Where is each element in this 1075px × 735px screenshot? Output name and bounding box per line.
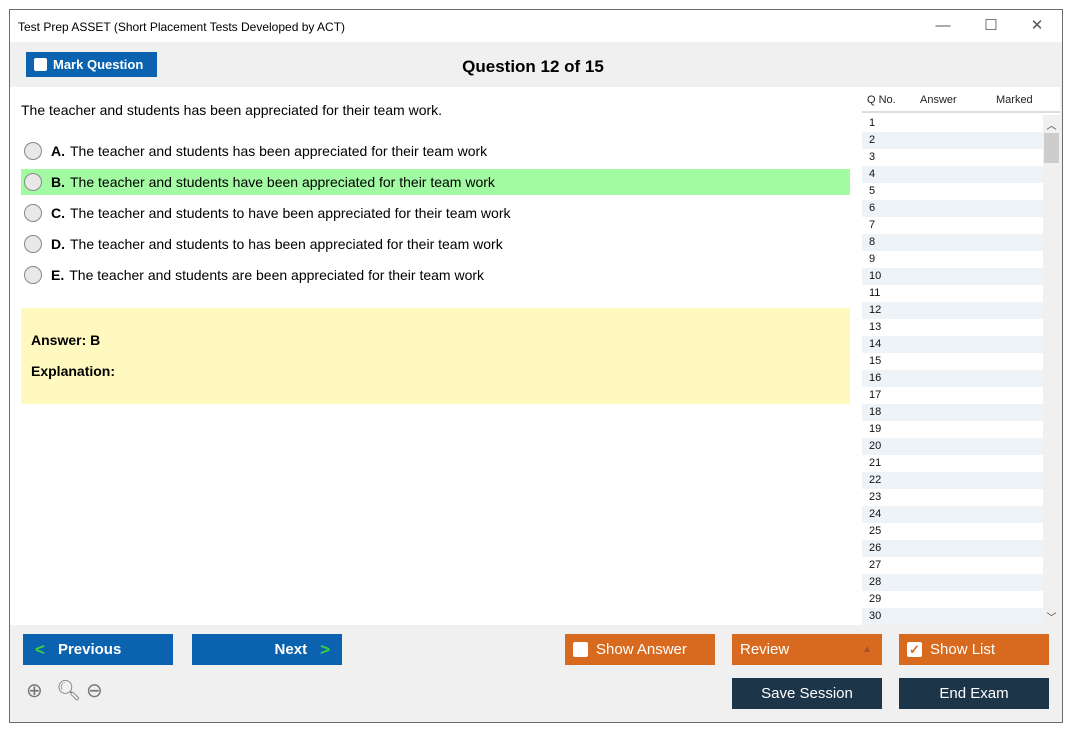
mark-question-button[interactable]: Mark Question: [26, 52, 157, 77]
answer-box: Answer: B Explanation:: [21, 308, 850, 404]
radio-button[interactable]: [24, 173, 42, 191]
question-text: The teacher and students has been apprec…: [21, 102, 443, 118]
column-answer[interactable]: Answer: [920, 94, 957, 106]
question-panel: The teacher and students has been apprec…: [10, 87, 862, 625]
list-row[interactable]: 23: [869, 491, 882, 503]
option-text: The teacher and students to have been ap…: [70, 205, 511, 221]
radio-button[interactable]: [24, 235, 42, 253]
title-bar: Test Prep ASSET (Short Placement Tests D…: [10, 10, 1062, 42]
chevron-left-icon: <: [35, 639, 45, 659]
maximize-button[interactable]: ☐: [984, 17, 998, 34]
window-title: Test Prep ASSET (Short Placement Tests D…: [18, 20, 346, 34]
chevron-right-icon: >: [320, 639, 330, 659]
scroll-up-icon[interactable]: ︿: [1046, 121, 1057, 132]
question-list: Q No. Answer Marked 1 2 3 4 5 6 7 8 9 10 11 12 13 14 1…: [862, 87, 1060, 625]
list-row[interactable]: 6: [862, 200, 1043, 217]
list-row[interactable]: 3: [869, 151, 876, 163]
list-header: Q No. Answer Marked: [862, 87, 1060, 113]
list-row[interactable]: 22: [862, 472, 1043, 489]
save-session-button[interactable]: Save Session: [732, 678, 882, 709]
list-row[interactable]: 20: [862, 438, 1043, 455]
list-row[interactable]: 15: [869, 355, 882, 367]
option-letter: D.: [51, 236, 65, 252]
column-marked[interactable]: Marked: [996, 94, 1033, 106]
list-row[interactable]: 8: [862, 234, 1043, 251]
list-row[interactable]: 19: [869, 423, 882, 435]
list-row[interactable]: 24: [862, 506, 1043, 523]
list-row[interactable]: 4: [862, 166, 1043, 183]
close-button[interactable]: ✕: [1030, 17, 1044, 34]
list-row[interactable]: 11: [869, 287, 881, 299]
show-list-label: Show List: [930, 641, 996, 658]
list-row[interactable]: 13: [869, 321, 882, 333]
previous-button[interactable]: < Previous: [23, 634, 173, 665]
scrollbar-thumb[interactable]: [1044, 133, 1059, 163]
list-row[interactable]: 21: [869, 457, 882, 469]
option-b[interactable]: B. The teacher and students have been app…: [21, 169, 850, 195]
scrollbar[interactable]: ︿ ﹀: [1043, 115, 1060, 625]
review-label: Review: [740, 641, 790, 658]
question-header: Mark Question Question 12 of 15: [10, 42, 1062, 87]
list-row[interactable]: 17: [869, 389, 882, 401]
option-d[interactable]: D. The teacher and students to has been a…: [21, 231, 850, 257]
option-text: The teacher and students have been appre…: [70, 174, 495, 190]
previous-label: Previous: [57, 641, 122, 658]
minimize-button[interactable]: —: [935, 17, 951, 34]
checkbox-icon: [34, 58, 47, 71]
option-text: The teacher and students are been apprec…: [69, 267, 485, 283]
column-qno[interactable]: Q No.: [867, 94, 896, 106]
list-row[interactable]: 2: [862, 132, 1043, 149]
show-answer-label: Show Answer: [596, 641, 687, 658]
review-dropdown[interactable]: Review ▲: [732, 634, 882, 665]
mark-question-label: Mark Question: [53, 57, 144, 72]
option-letter: A.: [51, 143, 65, 159]
option-e[interactable]: E. The teacher and students are been appr…: [21, 262, 850, 288]
radio-button[interactable]: [24, 204, 42, 222]
option-letter: C.: [51, 205, 65, 221]
list-row[interactable]: 14: [862, 336, 1043, 353]
list-row[interactable]: 28: [862, 574, 1043, 591]
checkbox-checked-icon: ✓: [907, 642, 922, 657]
list-row[interactable]: 26: [862, 540, 1043, 557]
zoom-reset-icon[interactable]: 🔍︎: [56, 680, 82, 702]
list-row[interactable]: 1: [869, 117, 876, 129]
list-row[interactable]: 18: [862, 404, 1043, 421]
list-row[interactable]: 27: [869, 559, 882, 571]
next-label: Next: [274, 641, 308, 658]
show-list-button[interactable]: ✓ Show List: [899, 634, 1049, 665]
option-text: The teacher and students has been apprec…: [70, 143, 488, 159]
show-answer-button[interactable]: Show Answer: [565, 634, 715, 665]
option-a[interactable]: A. The teacher and students has been appr…: [21, 138, 850, 164]
option-letter: B.: [51, 174, 65, 190]
end-exam-button[interactable]: End Exam: [899, 678, 1049, 709]
option-text: The teacher and students to has been app…: [70, 236, 503, 252]
list-row[interactable]: 29: [869, 593, 882, 605]
explanation-label: Explanation:: [31, 363, 116, 379]
list-row[interactable]: 30: [862, 608, 1043, 625]
list-row[interactable]: 9: [869, 253, 876, 265]
radio-button[interactable]: [24, 266, 42, 284]
checkbox-icon: [573, 642, 588, 657]
option-letter: E.: [51, 267, 65, 283]
option-c[interactable]: C. The teacher and students to have been …: [21, 200, 850, 226]
question-counter: Question 12 of 15: [462, 57, 604, 76]
app-window: Test Prep ASSET (Short Placement Tests D…: [9, 9, 1063, 723]
list-row[interactable]: 5: [869, 185, 876, 197]
list-row[interactable]: 25: [869, 525, 882, 537]
list-row[interactable]: 10: [862, 268, 1043, 285]
zoom-in-icon[interactable]: ⊕: [26, 680, 43, 702]
radio-button[interactable]: [24, 142, 42, 160]
answer-label: Answer: B: [31, 332, 101, 348]
zoom-out-icon[interactable]: ⊖: [86, 680, 103, 702]
next-button[interactable]: Next >: [192, 634, 342, 665]
list-row[interactable]: 12: [862, 302, 1043, 319]
list-row[interactable]: 16: [862, 370, 1043, 387]
scroll-down-icon[interactable]: ﹀: [1046, 613, 1057, 624]
caret-up-icon: ▲: [862, 644, 872, 655]
list-row[interactable]: 7: [869, 219, 876, 231]
